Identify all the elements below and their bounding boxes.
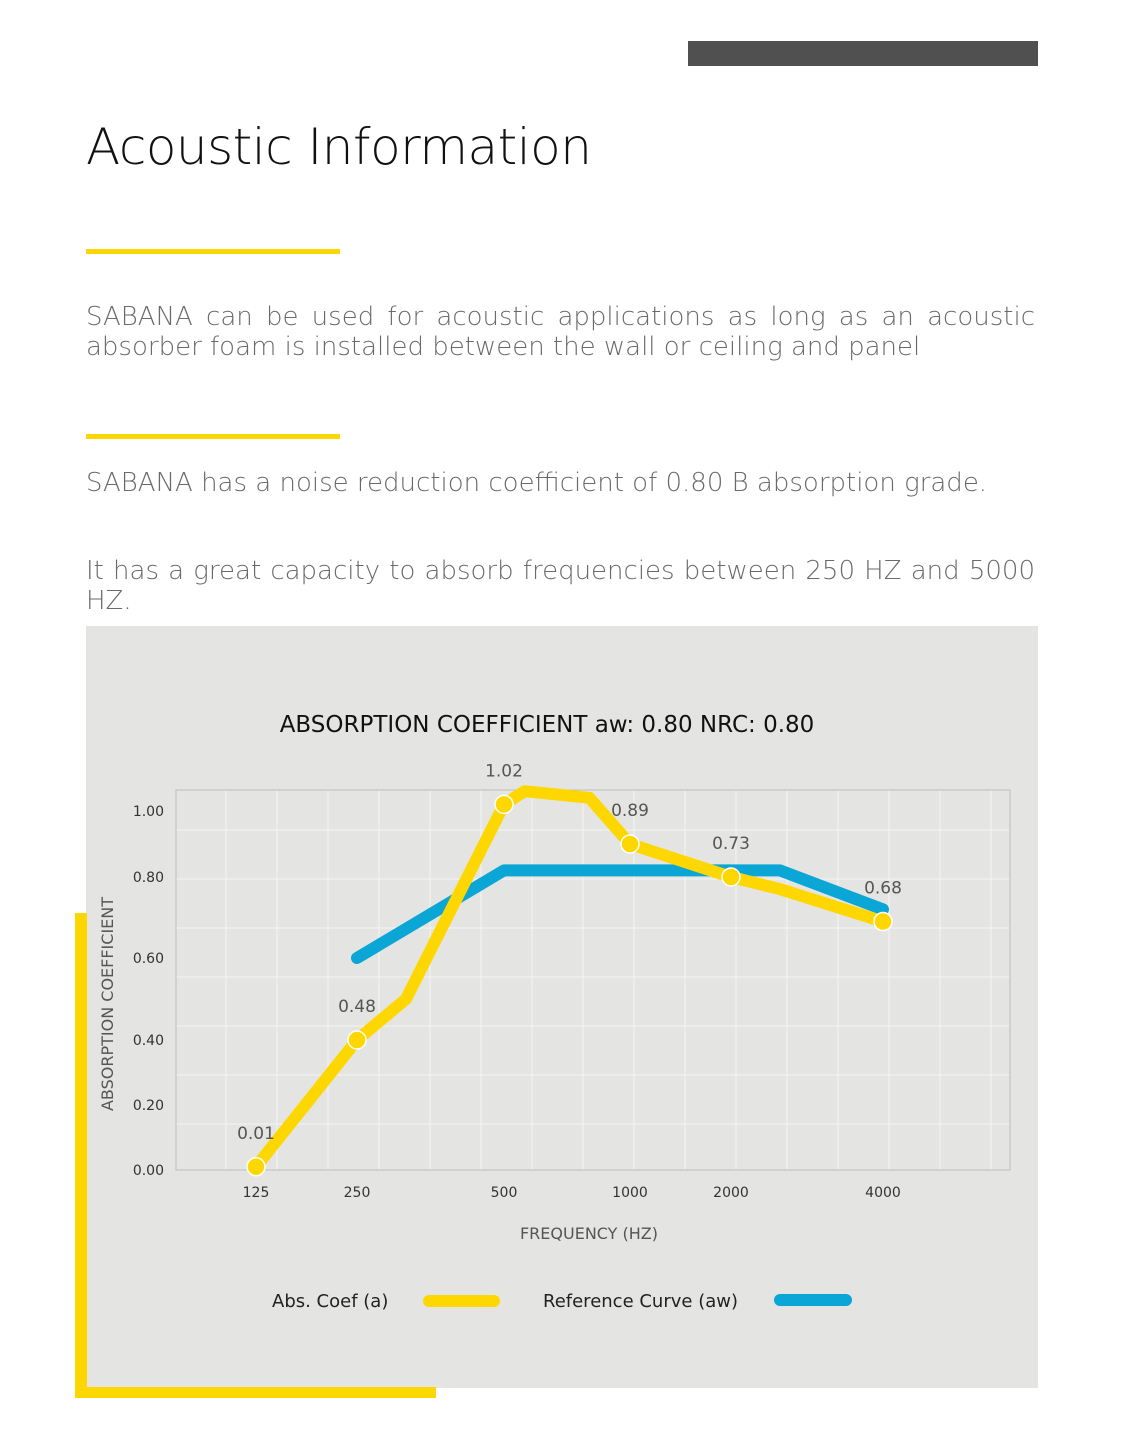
title-underline <box>86 249 340 254</box>
y-tick-label: 0.80 <box>133 870 164 886</box>
plot-frame <box>175 789 1011 1171</box>
data-point-label: 0.48 <box>338 997 376 1017</box>
data-point-label: 0.89 <box>611 801 649 821</box>
x-axis-label: FREQUENCY (HZ) <box>520 1224 658 1243</box>
legend-label-abs-coef: Abs. Coef (a) <box>272 1291 388 1312</box>
data-point-label: 0.73 <box>712 834 750 854</box>
yellow-bracket-horizontal <box>75 1387 436 1398</box>
header-bar <box>688 41 1038 66</box>
frequency-paragraph: It has a great capacity to absorb freque… <box>86 556 1035 616</box>
page-title: Acoustic Information <box>86 118 592 176</box>
x-tick-label: 250 <box>344 1185 371 1201</box>
y-tick-label: 0.40 <box>133 1033 164 1049</box>
x-tick-label: 500 <box>491 1185 518 1201</box>
y-axis-label: ABSORPTION COEFFICIENT <box>98 897 117 1111</box>
data-point-label: 0.01 <box>237 1124 275 1144</box>
x-axis-ticks: 125 250 500 1000 2000 4000 <box>243 1185 901 1201</box>
data-point-marker <box>721 867 741 887</box>
data-point-marker <box>494 794 514 815</box>
chart-panel <box>86 626 1038 1388</box>
chart-legend: Abs. Coef (a) Reference Curve (aw) <box>272 1291 852 1312</box>
chart-grid <box>176 790 1010 1170</box>
y-axis-ticks: 0.00 0.20 0.40 0.60 0.80 1.00 <box>133 804 164 1179</box>
x-tick-label: 2000 <box>713 1185 749 1201</box>
data-point-marker <box>873 911 893 932</box>
data-point-label: 0.68 <box>864 879 902 899</box>
y-tick-label: 0.00 <box>133 1163 164 1179</box>
intro-paragraph: SABANA can be used for acoustic applicat… <box>86 302 1035 362</box>
legend-label-reference-curve: Reference Curve (aw) <box>543 1291 738 1312</box>
series-line-reference-curve <box>351 864 889 964</box>
data-point-marker <box>246 1157 266 1177</box>
data-point-label: 1.02 <box>485 761 523 781</box>
x-tick-label: 4000 <box>865 1185 901 1201</box>
y-tick-label: 0.60 <box>133 951 164 967</box>
yellow-bracket-vertical <box>75 913 87 1398</box>
y-tick-label: 1.00 <box>133 804 164 820</box>
chart-markers: 0.01 0.48 1.02 0.89 0.73 0.68 <box>237 761 902 1177</box>
x-tick-label: 1000 <box>612 1185 648 1201</box>
series-line-abs-coef <box>250 785 889 1173</box>
x-tick-label: 125 <box>243 1185 270 1201</box>
chart-series <box>250 785 889 1173</box>
data-point-marker <box>347 1030 367 1050</box>
nrc-paragraph: SABANA has a noise reduction coefficient… <box>86 468 988 498</box>
section-divider <box>86 434 340 439</box>
data-point-marker <box>620 834 640 854</box>
y-tick-label: 0.20 <box>133 1098 164 1114</box>
chart-title: ABSORPTION COEFFICIENT aw: 0.80 NRC: 0.8… <box>280 712 815 738</box>
